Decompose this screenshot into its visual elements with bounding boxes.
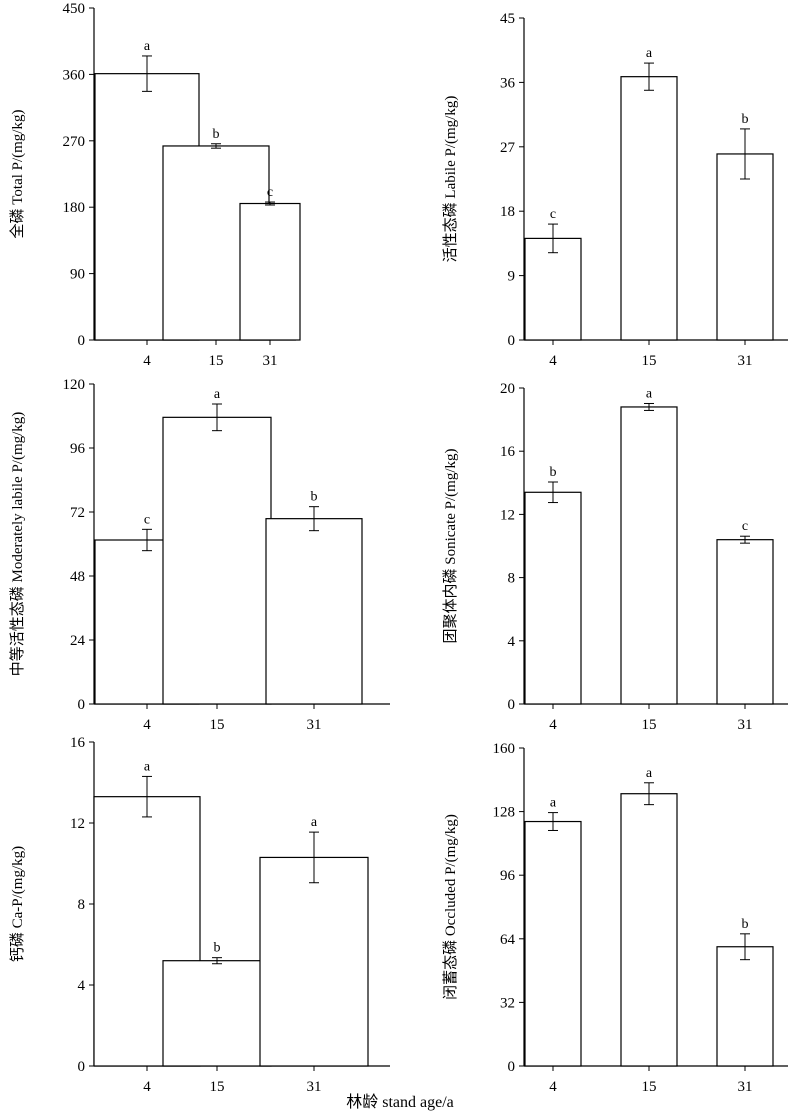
- y-tick-label: 27: [500, 140, 516, 156]
- y-tick-label: 24: [70, 633, 86, 649]
- bar: [524, 237, 582, 341]
- y-tick-label: 48: [70, 569, 85, 585]
- significance-letter: b: [742, 112, 749, 127]
- y-tick-label: 0: [508, 1059, 516, 1075]
- y-tick-label: 0: [78, 1059, 86, 1075]
- y-tick-label: 12: [70, 816, 85, 832]
- bar: [620, 793, 678, 1067]
- y-tick-label: 4: [508, 634, 516, 650]
- significance-letter: a: [646, 46, 653, 61]
- y-tick-label: 128: [493, 805, 516, 821]
- y-tick-label: 12: [500, 507, 515, 523]
- y-tick-label: 64: [500, 932, 516, 948]
- y-tick-label: 0: [508, 697, 516, 713]
- x-tick-label: 31: [738, 1079, 753, 1095]
- y-tick-label: 450: [63, 1, 86, 17]
- significance-letter: c: [742, 519, 748, 534]
- significance-letter: a: [646, 766, 653, 781]
- bar: [716, 946, 774, 1067]
- significance-letter: b: [213, 127, 220, 142]
- x-tick-label: 15: [642, 717, 657, 733]
- chart-panel-5: 0 4 8 12 16 钙磷 Ca-P/(mg/kg) a 4 b 15 a 31: [9, 735, 390, 1095]
- global-x-axis-title: 林龄 stand age/a: [346, 1094, 454, 1111]
- x-tick-label: 4: [549, 1079, 557, 1095]
- y-tick-label: 72: [70, 505, 85, 521]
- x-tick-label: 31: [307, 717, 322, 733]
- chart-panel-6: 0 32 64 96 128 160 闭蓄态磷 Occluded P/(mg/kg) a 4 a 1…: [442, 741, 788, 1095]
- x-tick-label: 4: [549, 353, 557, 369]
- y-tick-label: 90: [70, 267, 85, 283]
- y-tick-label: 18: [500, 204, 515, 220]
- bar: [162, 960, 272, 1067]
- y-tick-label: 96: [500, 868, 516, 884]
- bar: [620, 406, 678, 705]
- y-tick-label: 20: [500, 381, 515, 397]
- x-tick-label: 31: [738, 353, 753, 369]
- y-axis-title: 团聚体内磷 Sonicate P/(mg/kg): [442, 449, 459, 644]
- bar: [524, 491, 582, 705]
- y-tick-label: 0: [508, 333, 516, 349]
- chart-panel-2: 0 9 18 27 36 45 活性态磷 Labile P/(mg/kg) c 4 a 15 b 31: [442, 11, 788, 369]
- y-tick-label: 16: [70, 735, 86, 751]
- y-tick-label: 270: [63, 134, 86, 150]
- chart-panel-1: 0 90 180 270 360 450 全磷 Total P/(mg/kg) a 4 b 15 c 3…: [8, 1, 301, 369]
- significance-letter: a: [550, 796, 557, 811]
- bar: [239, 202, 301, 341]
- x-tick-label: 31: [307, 1079, 322, 1095]
- y-tick-label: 8: [78, 897, 86, 913]
- x-tick-label: 15: [642, 1079, 657, 1095]
- y-tick-label: 32: [500, 995, 515, 1011]
- x-tick-label: 4: [143, 353, 151, 369]
- significance-letter: a: [144, 759, 151, 774]
- y-tick-label: 8: [508, 571, 516, 587]
- significance-letter: c: [144, 512, 150, 527]
- y-axis-title: 闭蓄态磷 Occluded P/(mg/kg): [442, 814, 459, 1000]
- significance-letter: b: [742, 917, 749, 932]
- bar: [620, 76, 678, 341]
- x-tick-label: 4: [143, 1079, 151, 1095]
- x-tick-label: 15: [210, 717, 225, 733]
- y-tick-label: 4: [78, 978, 86, 994]
- significance-letter: a: [646, 386, 653, 401]
- y-axis-title: 钙磷 Ca-P/(mg/kg): [9, 846, 26, 962]
- y-tick-label: 0: [78, 697, 86, 713]
- significance-letter: c: [267, 185, 273, 200]
- bar: [265, 518, 363, 705]
- y-tick-label: 96: [70, 441, 86, 457]
- x-tick-label: 31: [263, 353, 278, 369]
- y-tick-label: 180: [63, 200, 86, 216]
- y-tick-label: 360: [63, 67, 86, 83]
- significance-letter: a: [214, 387, 221, 402]
- bar: [259, 856, 369, 1067]
- x-tick-label: 15: [209, 353, 224, 369]
- bar: [716, 153, 774, 341]
- significance-letter: b: [214, 941, 221, 956]
- x-tick-label: 4: [549, 717, 557, 733]
- y-tick-label: 120: [63, 377, 86, 393]
- significance-letter: b: [311, 490, 318, 505]
- x-tick-label: 4: [143, 717, 151, 733]
- y-tick-label: 160: [493, 741, 516, 757]
- significance-letter: c: [550, 207, 556, 222]
- bar: [524, 820, 582, 1067]
- significance-letter: b: [550, 465, 557, 480]
- bar: [716, 539, 774, 705]
- bar: [162, 416, 272, 705]
- y-axis-title: 活性态磷 Labile P/(mg/kg): [442, 96, 459, 263]
- chart-panel-4: 0 4 8 12 16 20 团聚体内磷 Sonicate P/(mg/kg) b 4 a 15 c 3…: [442, 381, 788, 733]
- x-tick-label: 15: [642, 353, 657, 369]
- y-axis-title: 中等活性态磷 Moderately labile P/(mg/kg): [8, 412, 26, 677]
- x-tick-label: 15: [210, 1079, 225, 1095]
- y-tick-label: 36: [500, 75, 516, 91]
- y-tick-label: 16: [500, 444, 516, 460]
- significance-letter: a: [311, 815, 318, 830]
- y-tick-label: 9: [508, 269, 516, 285]
- y-tick-label: 0: [78, 333, 86, 349]
- significance-letter: a: [144, 39, 151, 54]
- chart-panel-3: 0 24 48 72 96 120 中等活性态磷 Moderately labile P/(…: [8, 377, 390, 733]
- y-axis-title: 全磷 Total P/(mg/kg): [8, 110, 26, 239]
- x-tick-label: 31: [738, 717, 753, 733]
- y-tick-label: 45: [500, 11, 515, 27]
